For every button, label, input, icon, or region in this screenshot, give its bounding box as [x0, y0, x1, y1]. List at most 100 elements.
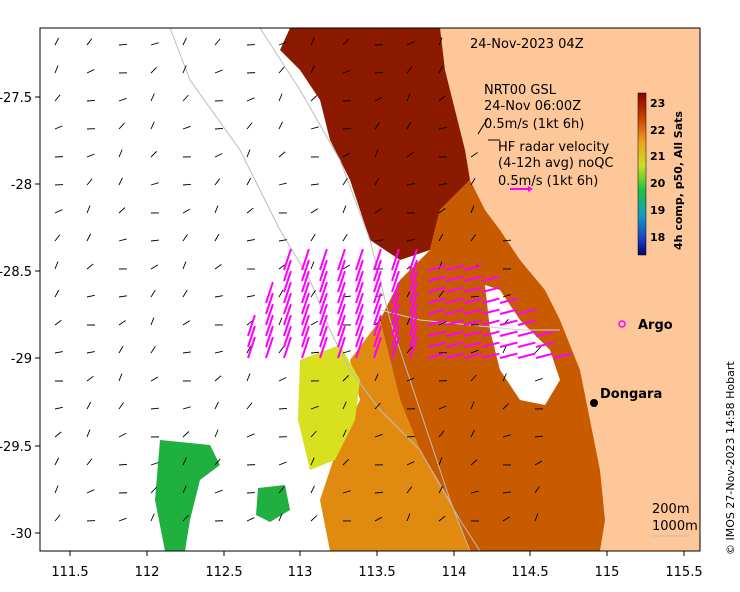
model-vector	[118, 463, 128, 466]
colorbar-tick: 22	[650, 124, 665, 137]
radar-vector	[337, 336, 346, 359]
model-vector	[470, 234, 476, 242]
model-vector	[534, 513, 539, 522]
model-vector	[118, 207, 126, 214]
contour-200m-label: 200m	[652, 502, 689, 517]
model-vector	[182, 125, 191, 130]
model-vector	[310, 37, 315, 46]
model-vector	[534, 460, 543, 466]
model-vector	[182, 514, 189, 522]
radar-vector	[283, 270, 292, 293]
radar-vector	[265, 325, 274, 348]
model-vector	[470, 205, 475, 214]
model-vector	[86, 38, 93, 46]
model-vector	[502, 294, 511, 298]
radar-vector	[427, 297, 446, 304]
land-mass	[438, 28, 700, 551]
model-vector	[438, 321, 447, 326]
model-vector	[246, 345, 252, 354]
model-time: 24-Nov 06:00Z	[484, 99, 581, 114]
model-vector	[374, 516, 383, 522]
x-tick-label: 112	[135, 565, 160, 580]
model-vector	[438, 233, 444, 242]
model-vector	[54, 261, 59, 270]
model-vector	[150, 182, 159, 186]
radar-vector	[517, 308, 536, 315]
model-vector	[502, 491, 511, 494]
model-vector	[406, 436, 416, 438]
radar-vector	[319, 303, 328, 326]
model-vector	[150, 289, 156, 298]
model-vector	[54, 514, 61, 522]
radar-vector	[445, 286, 464, 293]
radar-vector	[445, 308, 464, 315]
radar-vector	[409, 303, 418, 326]
radar-vector	[409, 314, 418, 337]
model-vector	[470, 295, 480, 298]
contour-200m	[169, 28, 481, 551]
dongara-label: Dongara	[600, 387, 662, 402]
model-vector	[310, 405, 319, 410]
model-vector	[150, 264, 159, 270]
credit-text: © IMOS 27-Nov-2023 14:58 Hobart	[724, 361, 737, 555]
radar-vector	[517, 319, 536, 326]
model-vector	[150, 67, 157, 74]
y-axis: -27.5 -28 -28.5 -29 -29.5 -30	[0, 91, 40, 542]
model-vector	[150, 462, 159, 466]
model-vector	[118, 97, 127, 102]
model-vector	[438, 457, 443, 466]
model-vector	[438, 515, 446, 522]
radar-vector	[481, 297, 500, 304]
radar-vector	[427, 275, 446, 282]
radar-vector	[391, 303, 400, 326]
model-vector	[342, 127, 352, 130]
radar-vector	[355, 303, 364, 326]
radar-vector	[373, 303, 382, 326]
model-vector	[342, 205, 347, 214]
radar-vector	[499, 330, 518, 337]
radar-vector	[391, 325, 400, 348]
date-label: 24-Nov-2023 04Z	[470, 37, 584, 52]
model-vector	[470, 177, 476, 186]
radar-vector	[283, 336, 292, 359]
y-tick-label: -29.5	[0, 440, 32, 455]
y-tick-label: -29	[11, 352, 32, 367]
radar-vector	[391, 248, 400, 271]
model-vector	[246, 149, 251, 158]
model-vector	[150, 93, 155, 102]
model-vector	[438, 65, 444, 74]
radar-vector	[301, 325, 310, 348]
model-vector	[470, 401, 475, 410]
model-vector	[534, 378, 543, 382]
colorbar-title: 4h comp, p50, All Sats	[672, 111, 685, 250]
radar-vector	[553, 352, 572, 359]
model-vector	[214, 128, 224, 130]
model-vector	[86, 69, 95, 74]
model-vector	[150, 239, 159, 242]
radar-vector	[463, 297, 482, 304]
model-vector	[374, 177, 380, 186]
model-vector	[310, 430, 317, 438]
colorbar-tick: 20	[650, 177, 666, 190]
radar-vector	[391, 292, 400, 315]
radar-vector	[265, 314, 274, 337]
model-vector	[502, 403, 510, 410]
radar-vector	[535, 330, 554, 337]
radar-vector	[463, 275, 482, 282]
radar-vector	[427, 319, 446, 326]
model-vector	[278, 317, 283, 326]
model-vector	[438, 183, 447, 186]
radar-vector	[391, 270, 400, 293]
plot-border	[39, 27, 701, 552]
radar-vector	[427, 352, 446, 359]
model-vector	[342, 459, 349, 466]
model-vector	[86, 351, 95, 354]
model-vector	[374, 373, 379, 382]
radar-vector	[463, 264, 482, 271]
model-vector	[182, 234, 188, 242]
radar-vector	[409, 292, 418, 315]
model-vector	[438, 207, 446, 214]
model-vector	[342, 350, 351, 354]
radar-vector	[517, 352, 536, 359]
model-vector	[310, 351, 320, 354]
